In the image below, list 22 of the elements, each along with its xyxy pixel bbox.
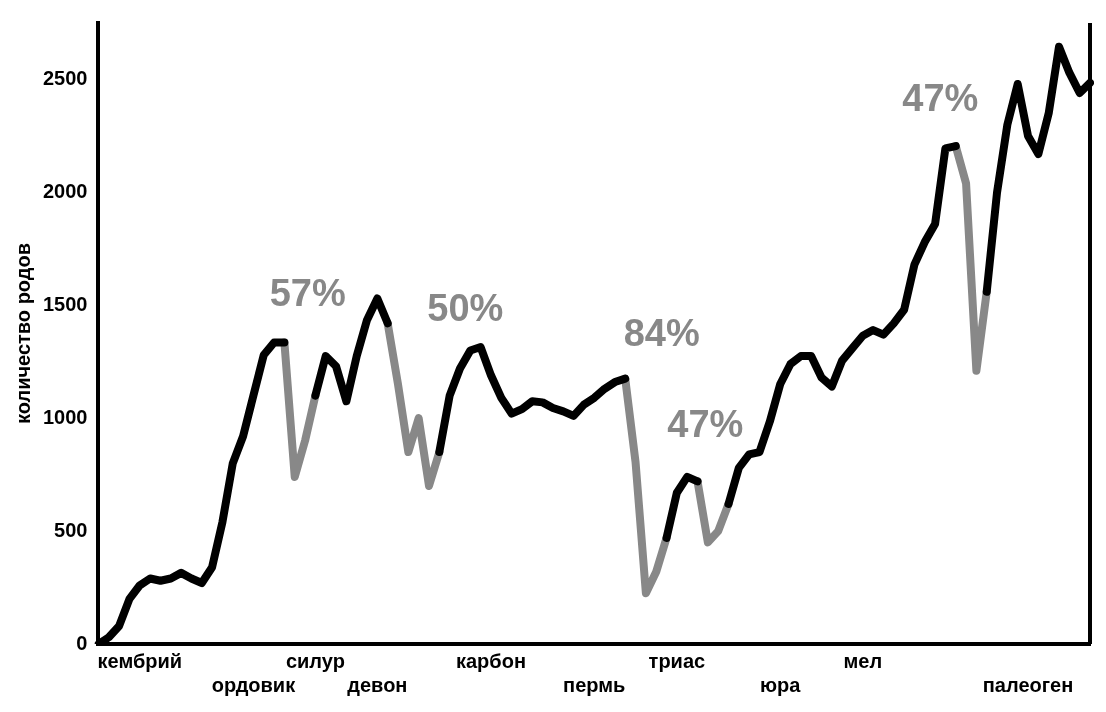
x-tick-label: палеоген (982, 673, 1074, 696)
y-tick-label: 2500 (42, 66, 88, 89)
annotation: 47% (902, 77, 979, 120)
y-tick-label: 0 (76, 631, 88, 654)
x-tick-label: пермь (563, 673, 626, 696)
annotation: 47% (667, 403, 744, 446)
y-tick-label: 1500 (42, 292, 88, 315)
y-tick-label: 1000 (42, 405, 88, 428)
x-tick-label: девон (347, 673, 408, 696)
annotation: 84% (623, 312, 700, 355)
x-tick-label: кембрий (97, 649, 183, 672)
y-tick-label: 500 (54, 518, 88, 541)
annotation: 50% (427, 287, 504, 330)
x-tick-label: триас (648, 649, 706, 672)
y-axis-title: количество родов (11, 242, 34, 425)
x-tick-label: юра (759, 673, 802, 696)
x-tick-label: силур (285, 649, 345, 672)
x-tick-label: ордовик (211, 673, 297, 696)
annotation: 57% (269, 272, 346, 315)
x-tick-label: карбон (455, 649, 526, 672)
y-tick-label: 2000 (42, 179, 88, 202)
x-tick-label: мел (843, 649, 883, 672)
